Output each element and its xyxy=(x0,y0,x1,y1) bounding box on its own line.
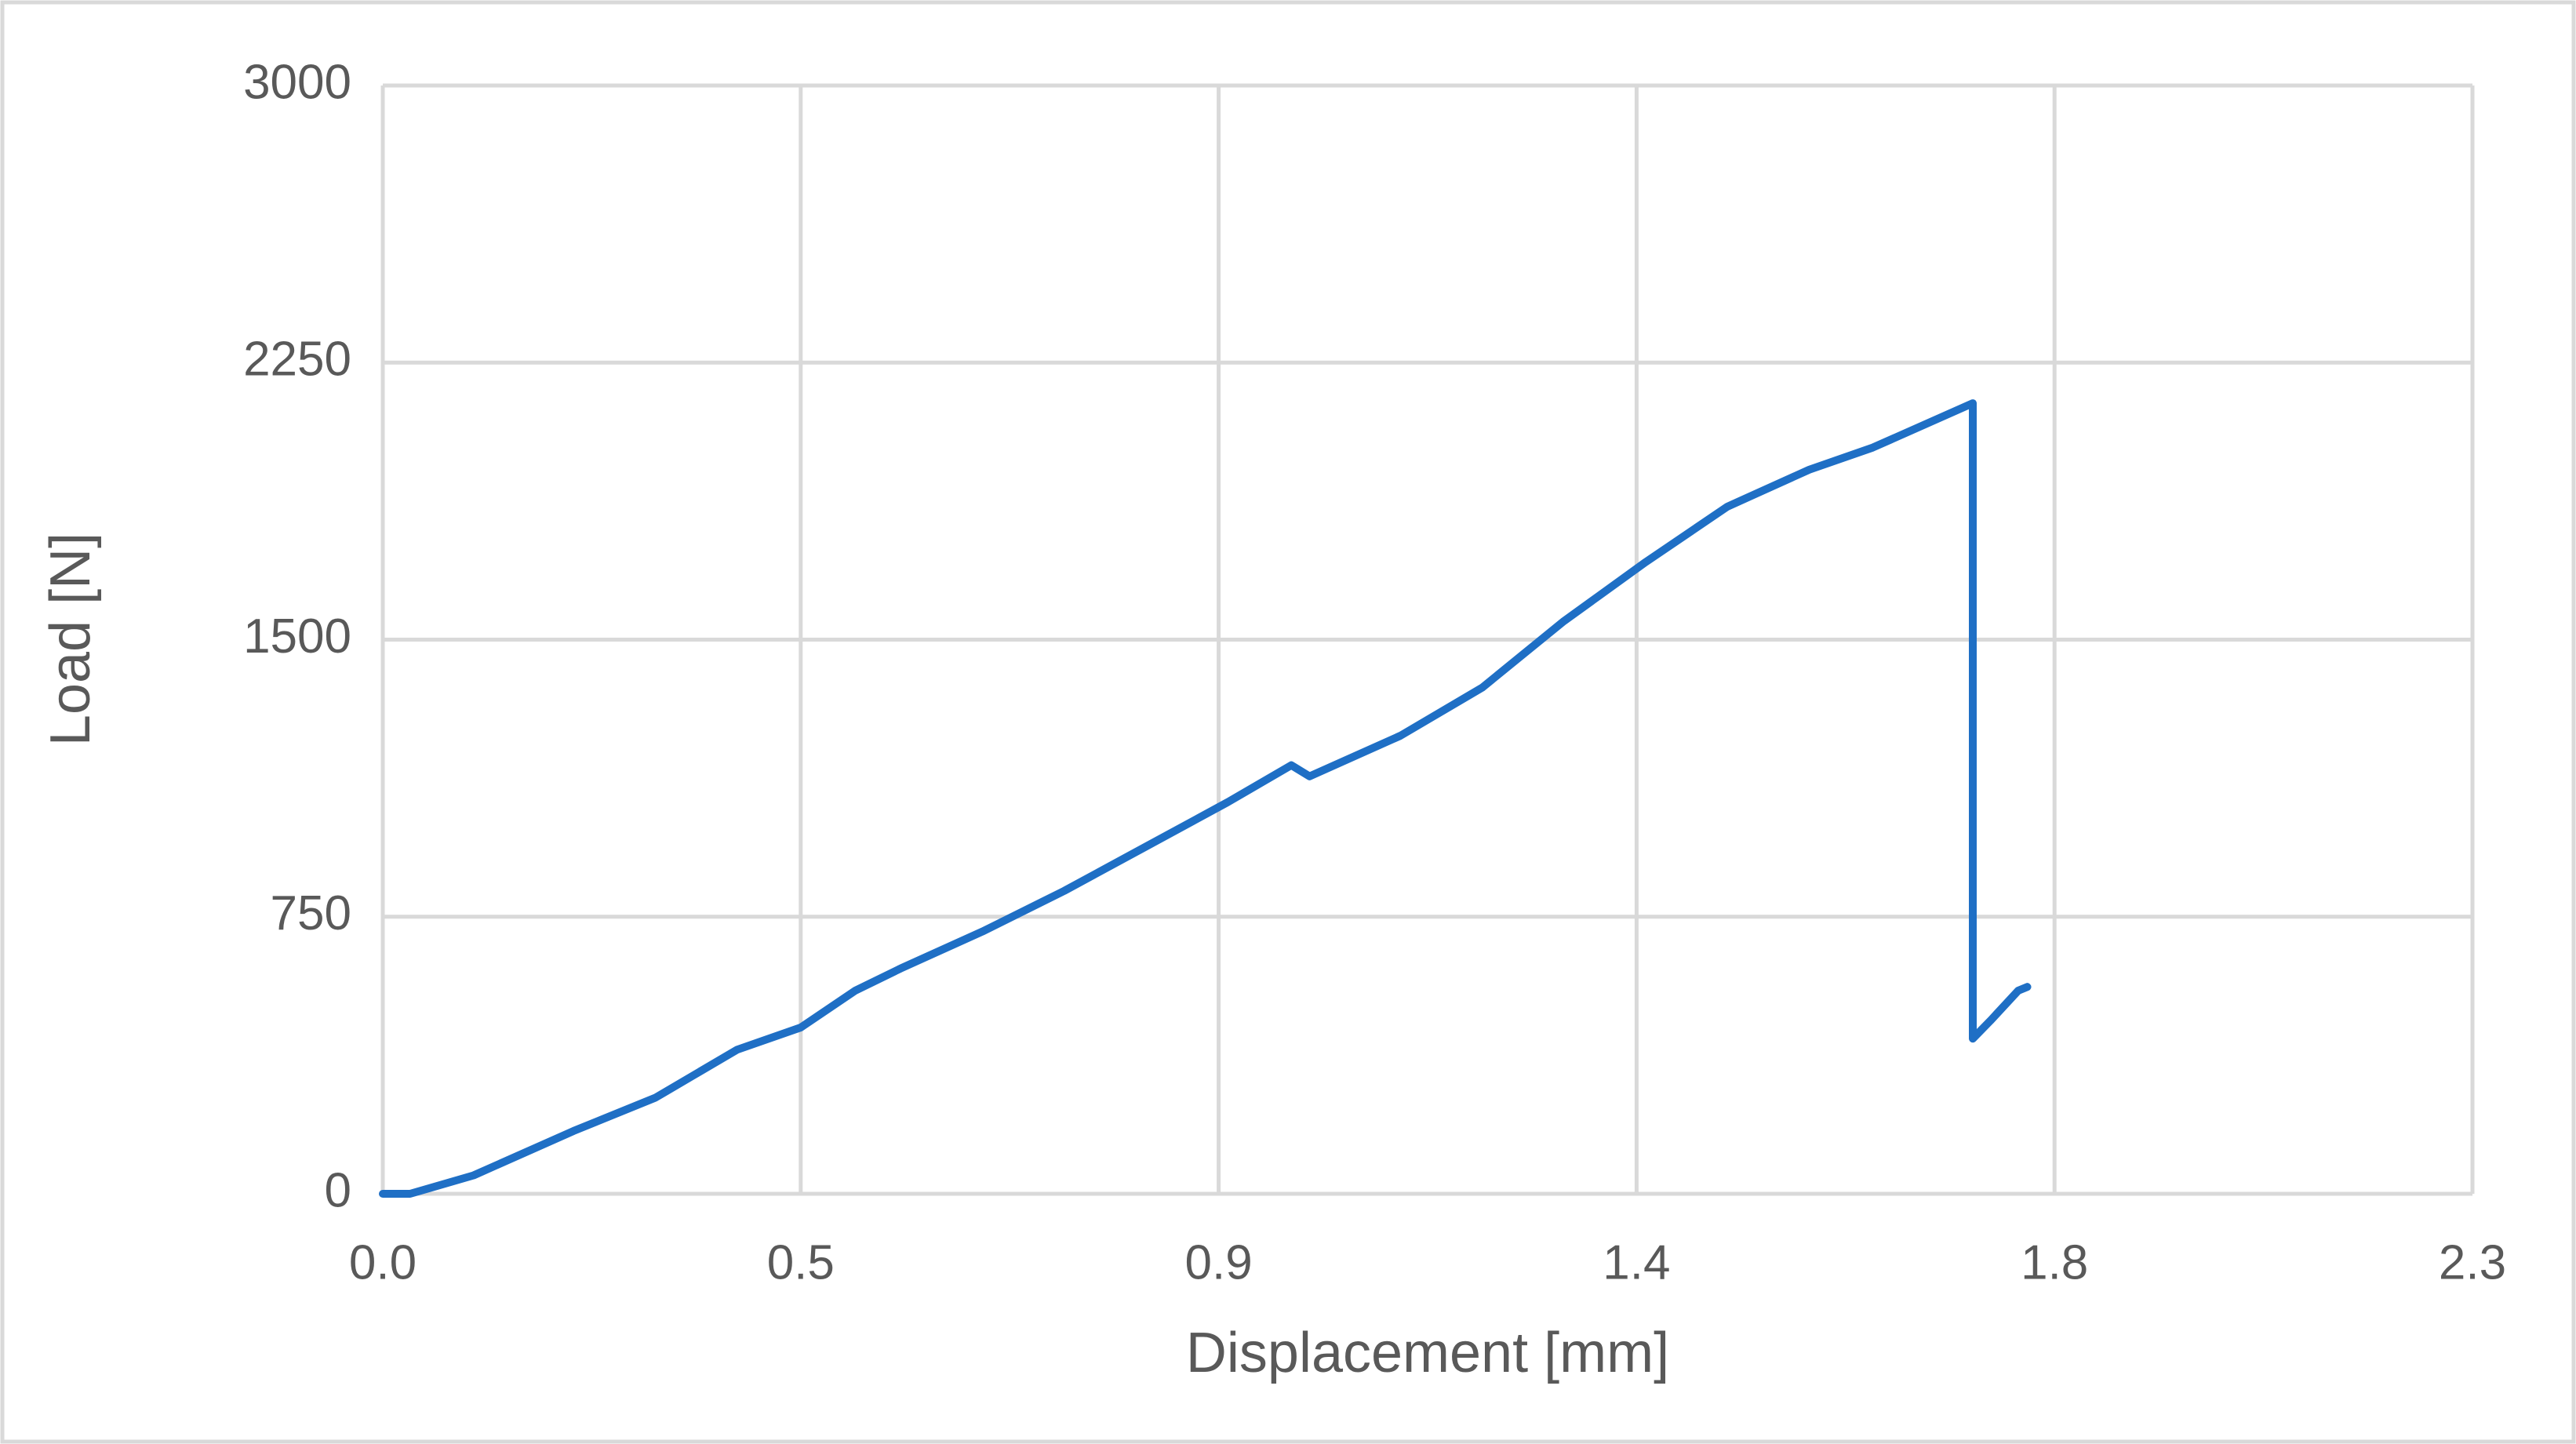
y-tick-label: 1500 xyxy=(243,609,351,664)
y-tick-label: 3000 xyxy=(243,55,351,109)
y-tick-label: 2250 xyxy=(243,333,351,387)
x-tick-label: 1.8 xyxy=(2021,1235,2088,1289)
data-line xyxy=(379,399,2032,1198)
y-tick-label: 0 xyxy=(325,1163,351,1217)
x-tick-label: 0.5 xyxy=(767,1235,835,1289)
x-tick-label: 0.0 xyxy=(349,1235,417,1289)
x-tick-label: 0.9 xyxy=(1184,1235,1252,1289)
x-tick-label: 1.4 xyxy=(1603,1235,1670,1289)
y-tick-label: 750 xyxy=(271,886,351,940)
x-tick-label: 2.3 xyxy=(2439,1235,2506,1289)
x-axis-title: Displacement [mm] xyxy=(1186,1322,1669,1384)
y-axis-title: Load [N] xyxy=(39,533,102,746)
